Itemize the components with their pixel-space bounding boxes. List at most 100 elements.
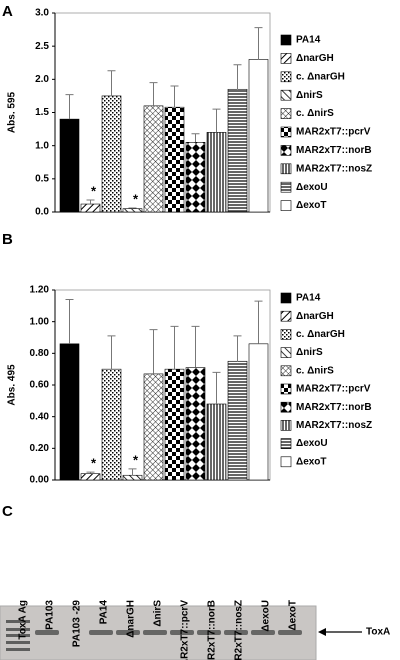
legend-label: c. ΔnirS [296,108,334,119]
legend-swatch [280,89,292,101]
error-bar [107,335,116,370]
y-tick-label: 3.0 [35,8,49,19]
bar [206,132,227,213]
lane-label: MAR2xT7::pcrV [180,600,191,660]
significance-marker: * [91,456,97,471]
lane-label: PA14 [99,600,110,625]
blot-band [6,641,30,644]
legend-label: PA14 [296,293,321,304]
legend-swatch [280,365,292,377]
lane-label: ΔnarGH [126,600,137,638]
error-bar [233,64,242,90]
y-tick-label: 0.00 [30,475,50,486]
significance-marker: * [133,191,139,206]
legend-label: ΔnirS [296,347,323,358]
legend-swatch [280,420,292,431]
bar [101,368,122,481]
bar [59,118,80,213]
legend-label: MAR2xT7::nosZ [296,420,372,431]
legend-swatch [280,456,292,468]
legend-label: ΔexoT [296,200,327,211]
y-tick-label: 1.5 [35,107,49,118]
blot-border [0,605,317,660]
panel-label: B [2,231,13,248]
y-tick-label: 1.00 [30,316,50,327]
error-bar [65,94,74,120]
error-bar [65,299,74,344]
blot-band [89,630,113,635]
legend-label: c. ΔnarGH [296,71,345,82]
lane-label: MAR2xT7::norB [207,600,218,660]
error-bar [107,70,116,96]
legend-label: c. ΔnarGH [296,329,345,340]
legend-label: MAR2xT7::norB [296,402,372,413]
legend-swatch [280,347,292,358]
legend-swatch [280,401,292,413]
band-label: ToxA [366,627,390,638]
western-blot: ToxA [0,605,390,660]
lane-label: PA103 [45,600,56,630]
bar [164,106,185,213]
error-bar [170,325,179,370]
significance-marker: * [133,452,139,467]
legend-swatch [280,438,292,449]
bar [122,474,143,481]
legend-label: ΔexoU [296,182,328,193]
y-tick-label: 0.60 [30,380,50,391]
legend-label: MAR2xT7::pcrV [296,384,371,395]
blot-band [35,630,59,635]
bar [122,208,143,213]
y-axis-label: Abs. 495 [7,364,18,406]
legend-swatch [280,71,292,83]
error-bar [128,468,137,476]
bar [59,343,80,481]
blot-band [116,630,140,635]
legend-label: ΔexoT [296,456,327,467]
legend-swatch [280,34,292,46]
error-bar [128,207,137,209]
error-bar [170,85,179,108]
bar [80,473,101,481]
bar [227,88,248,213]
error-bar [86,471,95,474]
bar [248,343,269,481]
error-bar [149,329,158,374]
error-bar [212,108,221,133]
y-tick-label: 0.40 [30,411,50,422]
bar [227,360,248,481]
legend-label: PA14 [296,35,321,46]
bar [143,373,164,481]
legend-label: ΔexoU [296,438,328,449]
y-tick-label: 0.0 [35,207,49,218]
legend-label: MAR2xT7::nosZ [296,163,372,174]
blot-band [278,630,302,635]
significance-marker: * [91,183,97,198]
legend-label: ΔnirS [296,90,323,101]
error-bar [233,335,242,362]
bar [185,142,206,213]
error-bar [212,371,221,404]
legend-swatch [280,310,292,322]
blot-band [224,630,248,635]
blot-band [197,630,221,635]
lane-label: MAR2xT7::nosZ [234,600,245,660]
legend-swatch [280,292,292,304]
bar [101,95,122,213]
y-axis-label: Abs. 595 [7,91,18,133]
y-tick-label: 0.20 [30,443,50,454]
blot-band [6,628,30,631]
lane-label: ΔnirS [153,600,164,627]
arrow-head [318,628,326,636]
legend-label: c. ΔnirS [296,365,334,376]
legend-swatch [280,145,292,156]
lane-label: ToxA Ag [18,600,29,640]
blot-band [143,630,167,635]
blot-band [6,648,30,651]
legend-label: MAR2xT7::norB [296,145,372,156]
bar [143,105,164,213]
error-bar [191,133,200,143]
lane-label: ΔexoT [288,600,299,631]
y-tick-label: 0.5 [35,173,49,184]
bar [248,59,269,213]
y-tick-label: 0.80 [30,348,50,359]
